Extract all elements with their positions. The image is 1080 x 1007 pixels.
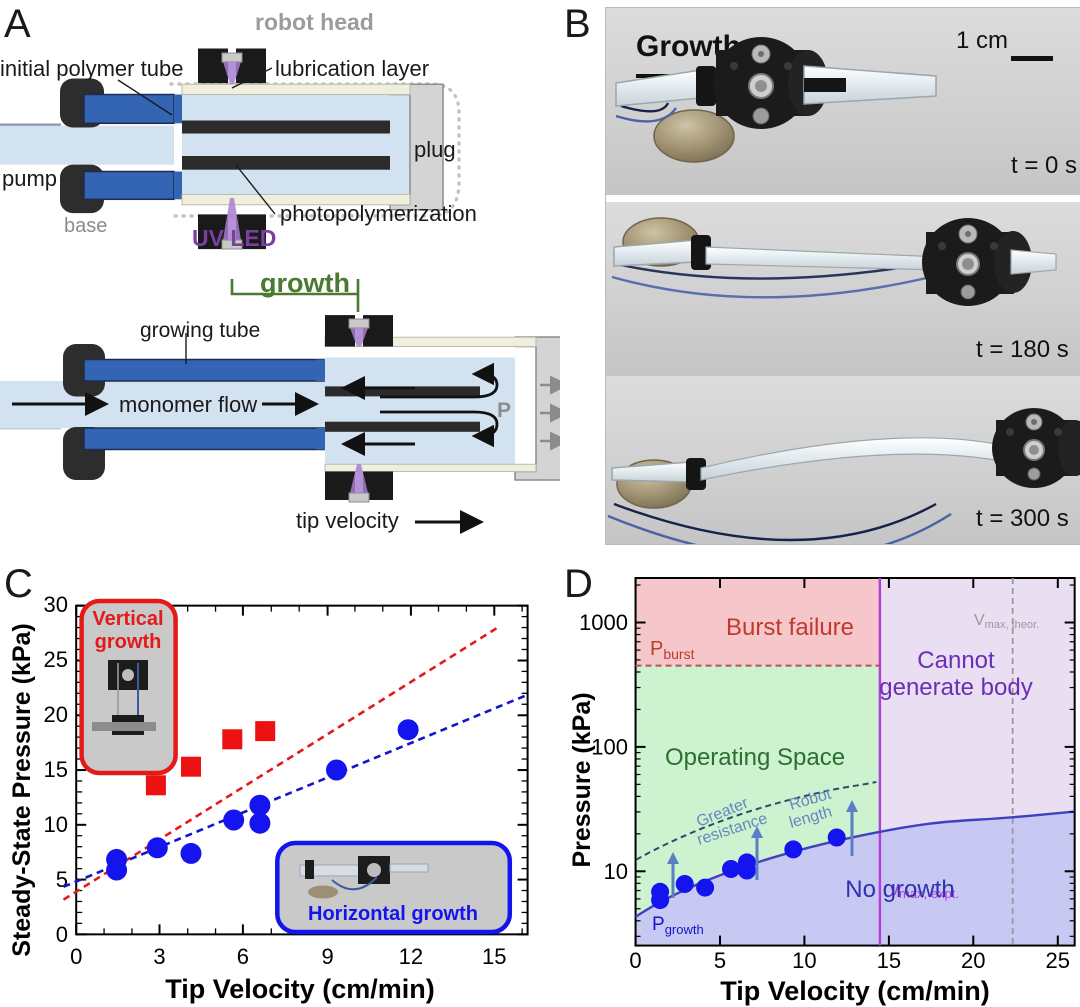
svg-text:20: 20 bbox=[961, 948, 985, 973]
svg-text:No growth: No growth bbox=[845, 876, 954, 903]
svg-text:base: base bbox=[64, 215, 107, 237]
svg-text:plug: plug bbox=[414, 137, 456, 162]
svg-text:15: 15 bbox=[44, 757, 68, 782]
svg-text:Burst failure: Burst failure bbox=[726, 614, 854, 641]
svg-text:1 cm: 1 cm bbox=[956, 27, 1008, 54]
svg-text:Vertical: Vertical bbox=[92, 608, 163, 630]
svg-text:9: 9 bbox=[321, 944, 333, 969]
svg-text:growth: growth bbox=[95, 631, 162, 653]
svg-text:Horizontal growth: Horizontal growth bbox=[308, 903, 478, 925]
svg-text:lubrication layer: lubrication layer bbox=[275, 56, 429, 81]
svg-text:growing tube: growing tube bbox=[140, 319, 260, 342]
svg-text:20: 20 bbox=[44, 702, 68, 727]
svg-text:100: 100 bbox=[591, 734, 628, 759]
svg-text:pump: pump bbox=[2, 166, 57, 191]
svg-text:tip velocity: tip velocity bbox=[296, 508, 399, 533]
svg-text:5: 5 bbox=[714, 948, 726, 973]
svg-text:photopolymerization: photopolymerization bbox=[280, 201, 477, 226]
svg-text:robot head: robot head bbox=[255, 9, 374, 35]
svg-text:30: 30 bbox=[44, 592, 68, 617]
svg-text:15: 15 bbox=[877, 948, 901, 973]
svg-text:growth: growth bbox=[260, 268, 350, 298]
svg-text:t = 0 s: t = 0 s bbox=[1011, 152, 1077, 179]
svg-text:10: 10 bbox=[604, 859, 628, 884]
svg-text:10: 10 bbox=[44, 812, 68, 837]
svg-text:5: 5 bbox=[56, 867, 68, 892]
svg-text:1000: 1000 bbox=[579, 610, 628, 635]
svg-text:Pressure (kPa): Pressure (kPa) bbox=[568, 692, 596, 867]
svg-text:t = 180 s: t = 180 s bbox=[976, 336, 1069, 363]
svg-text:25: 25 bbox=[1046, 948, 1070, 973]
svg-text:initial polymer tube: initial polymer tube bbox=[0, 56, 183, 81]
svg-text:Steady-State Pressure (kPa): Steady-State Pressure (kPa) bbox=[8, 623, 36, 956]
svg-text:Tip Velocity (cm/min): Tip Velocity (cm/min) bbox=[165, 974, 435, 1004]
svg-text:6: 6 bbox=[237, 944, 249, 969]
svg-text:0: 0 bbox=[629, 948, 641, 973]
svg-text:generate body: generate body bbox=[879, 674, 1032, 701]
svg-text:10: 10 bbox=[792, 948, 816, 973]
svg-text:12: 12 bbox=[399, 944, 423, 969]
svg-text:0: 0 bbox=[56, 922, 68, 947]
svg-text:25: 25 bbox=[44, 647, 68, 672]
svg-text:monomer flow: monomer flow bbox=[119, 392, 257, 417]
svg-text:0: 0 bbox=[70, 944, 82, 969]
svg-text:Cannot: Cannot bbox=[917, 647, 995, 674]
svg-text:P: P bbox=[497, 399, 511, 422]
svg-text:Operating Space: Operating Space bbox=[665, 744, 845, 771]
svg-text:t = 300 s: t = 300 s bbox=[976, 505, 1069, 532]
svg-text:Tip Velocity (cm/min): Tip Velocity (cm/min) bbox=[720, 976, 990, 1006]
svg-text:15: 15 bbox=[482, 944, 506, 969]
svg-text:3: 3 bbox=[153, 944, 165, 969]
svg-text:UV LED: UV LED bbox=[192, 225, 276, 251]
